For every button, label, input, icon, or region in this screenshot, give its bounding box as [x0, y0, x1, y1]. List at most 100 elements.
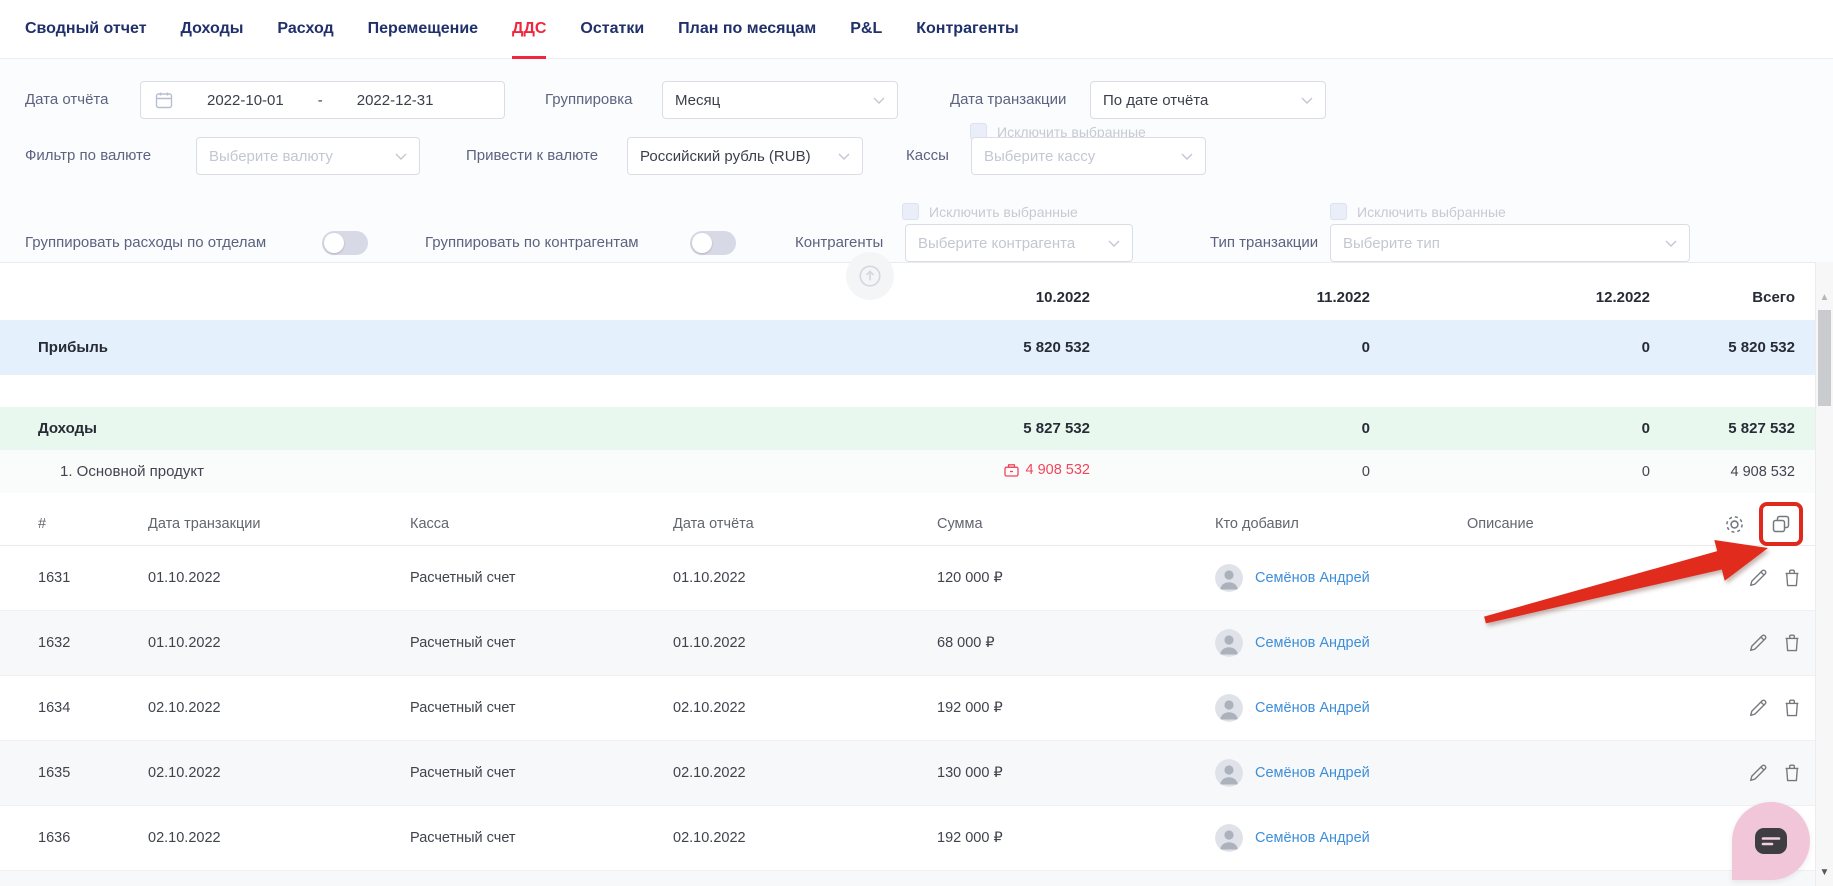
- tab-kontragenty[interactable]: Контрагенты: [916, 20, 1019, 37]
- tab-raskhod[interactable]: Расход: [277, 20, 334, 37]
- trash-icon[interactable]: [1781, 632, 1803, 654]
- exclude-selected-label: Исключить выбранные: [997, 123, 1146, 140]
- edit-icon[interactable]: [1747, 762, 1769, 784]
- column-header-month: 11.2022: [1316, 289, 1370, 306]
- transaction-date-select[interactable]: По дате отчёта: [1090, 81, 1326, 119]
- group-by-counterparty-toggle[interactable]: [690, 231, 736, 255]
- arrow-up-circle-icon: [857, 263, 883, 289]
- added-by-link[interactable]: Семёнов Андрей: [1255, 570, 1370, 586]
- toggle-knob: [324, 233, 344, 253]
- column-header-month: 10.2022: [1035, 289, 1090, 306]
- cell-amount: 192 000 ₽: [937, 700, 1003, 716]
- report-date-to[interactable]: 2022-12-31: [356, 91, 434, 109]
- scroll-to-top-button[interactable]: [846, 252, 894, 300]
- chevron-down-icon: [873, 97, 885, 104]
- summary-header-row: 10.2022 11.2022 12.2022 Всего: [0, 262, 1833, 320]
- report-date-from[interactable]: 2022-10-01: [207, 91, 284, 109]
- edit-icon[interactable]: [1747, 567, 1769, 589]
- grouping-label: Группировка: [545, 91, 633, 108]
- cell-value: 5 820 532: [1023, 339, 1090, 356]
- edit-icon[interactable]: [1747, 632, 1769, 654]
- cell-value-total: 5 820 532: [1728, 339, 1795, 356]
- filters-panel: Дата отчёта 2022-10-01 - 2022-12-31 Груп…: [0, 58, 1833, 263]
- tab-dds-active[interactable]: ДДС: [512, 0, 547, 59]
- checkbox-icon: [1330, 203, 1347, 220]
- transaction-type-exclude-checkbox[interactable]: Исключить выбранные: [1330, 203, 1506, 220]
- cashbox-icon: [1004, 463, 1020, 477]
- cell-report-date: 02.10.2022: [673, 765, 746, 781]
- cell-value: 0: [1361, 339, 1370, 356]
- counterparties-select[interactable]: Выберите контрагента: [905, 224, 1133, 262]
- counterparties-exclude-checkbox[interactable]: Исключить выбранные: [902, 203, 1078, 220]
- convert-currency-value: Российский рубль (RUB): [640, 147, 811, 165]
- column-header-id: #: [38, 516, 47, 532]
- copy-highlight-box: [1759, 502, 1803, 546]
- tab-dokhody[interactable]: Доходы: [180, 20, 244, 37]
- chevron-down-icon: [1108, 240, 1120, 247]
- currency-filter-select[interactable]: Выберите валюту: [196, 137, 420, 175]
- calendar-icon: [155, 91, 173, 109]
- column-header-month: 12.2022: [1595, 289, 1650, 306]
- gear-icon[interactable]: [1722, 512, 1747, 537]
- column-header-cash-account: Касса: [410, 516, 450, 532]
- counterparties-label: Контрагенты: [795, 234, 884, 251]
- cell-id: 1632: [38, 635, 71, 651]
- edit-icon[interactable]: [1747, 697, 1769, 719]
- cash-accounts-exclude-checkbox[interactable]: Исключить выбранные: [970, 123, 1146, 140]
- report-date-range-input[interactable]: 2022-10-01 - 2022-12-31: [140, 81, 505, 119]
- avatar: [1215, 629, 1243, 657]
- cell-report-date: 02.10.2022: [673, 830, 746, 846]
- scrollbar-down-arrow[interactable]: ▼: [1819, 867, 1830, 878]
- tab-pl[interactable]: P&L: [850, 20, 883, 37]
- chat-widget-button[interactable]: [1732, 802, 1810, 880]
- column-header-amount: Сумма: [937, 516, 983, 532]
- report-date-label: Дата отчёта: [25, 91, 109, 108]
- cell-id: 1636: [38, 830, 71, 846]
- avatar: [1215, 564, 1243, 592]
- cell-transaction-date: 02.10.2022: [148, 830, 221, 846]
- transaction-type-placeholder: Выберите тип: [1343, 234, 1440, 252]
- added-by-link[interactable]: Семёнов Андрей: [1255, 700, 1370, 716]
- summary-spacer-row: [0, 375, 1833, 407]
- scrollbar-up-arrow[interactable]: ▲: [1819, 292, 1830, 303]
- cash-accounts-select[interactable]: Выберите кассу: [971, 137, 1206, 175]
- cell-report-date: 01.10.2022: [673, 635, 746, 651]
- summary-row-main-product: 1. Основной продукт 4 908 532 0 0 4 908 …: [0, 450, 1833, 493]
- cell-value-total: 5 827 532: [1728, 420, 1795, 437]
- tab-svodny-otchet[interactable]: Сводный отчет: [25, 20, 147, 37]
- added-by-link[interactable]: Семёнов Андрей: [1255, 830, 1370, 846]
- transaction-type-label: Тип транзакции: [1210, 234, 1319, 251]
- trash-icon[interactable]: [1781, 567, 1803, 589]
- chevron-down-icon: [1181, 153, 1193, 160]
- cell-cash-account: Расчетный счет: [410, 830, 516, 846]
- cell-transaction-date: 01.10.2022: [148, 570, 221, 586]
- table-row: 1636 02.10.2022 Расчетный счет 02.10.202…: [0, 806, 1833, 871]
- added-by-link[interactable]: Семёнов Андрей: [1255, 765, 1370, 781]
- chevron-down-icon: [395, 153, 407, 160]
- added-by-link[interactable]: Семёнов Андрей: [1255, 635, 1370, 651]
- cell-value-total: 4 908 532: [1730, 463, 1795, 480]
- cell-value: 0: [1641, 420, 1650, 437]
- copy-icon[interactable]: [1770, 513, 1792, 535]
- tab-peremeshchenie[interactable]: Перемещение: [367, 20, 479, 37]
- trash-icon[interactable]: [1781, 697, 1803, 719]
- cell-amount: 130 000 ₽: [937, 765, 1003, 781]
- grouping-select[interactable]: Месяц: [662, 81, 898, 119]
- cell-value: 4 908 532: [1025, 462, 1090, 479]
- cell-report-date: 02.10.2022: [673, 700, 746, 716]
- tab-ostatki[interactable]: Остатки: [580, 20, 645, 37]
- avatar: [1215, 824, 1243, 852]
- group-by-counterparty-label: Группировать по контрагентам: [425, 234, 639, 251]
- vertical-scrollbar[interactable]: ▲ ▼: [1815, 262, 1833, 886]
- convert-currency-select[interactable]: Российский рубль (RUB): [627, 137, 863, 175]
- tab-plan-po-mesyatsam[interactable]: План по месяцам: [678, 20, 817, 37]
- scrollbar-thumb[interactable]: [1818, 310, 1831, 406]
- convert-currency-label: Привести к валюте: [466, 147, 599, 164]
- transaction-type-select[interactable]: Выберите тип: [1330, 224, 1690, 262]
- cell-value: 5 827 532: [1023, 420, 1090, 437]
- counterparties-placeholder: Выберите контрагента: [918, 234, 1076, 252]
- group-by-department-toggle[interactable]: [322, 231, 368, 255]
- trash-icon[interactable]: [1781, 762, 1803, 784]
- row-label: 1. Основной продукт: [60, 463, 204, 480]
